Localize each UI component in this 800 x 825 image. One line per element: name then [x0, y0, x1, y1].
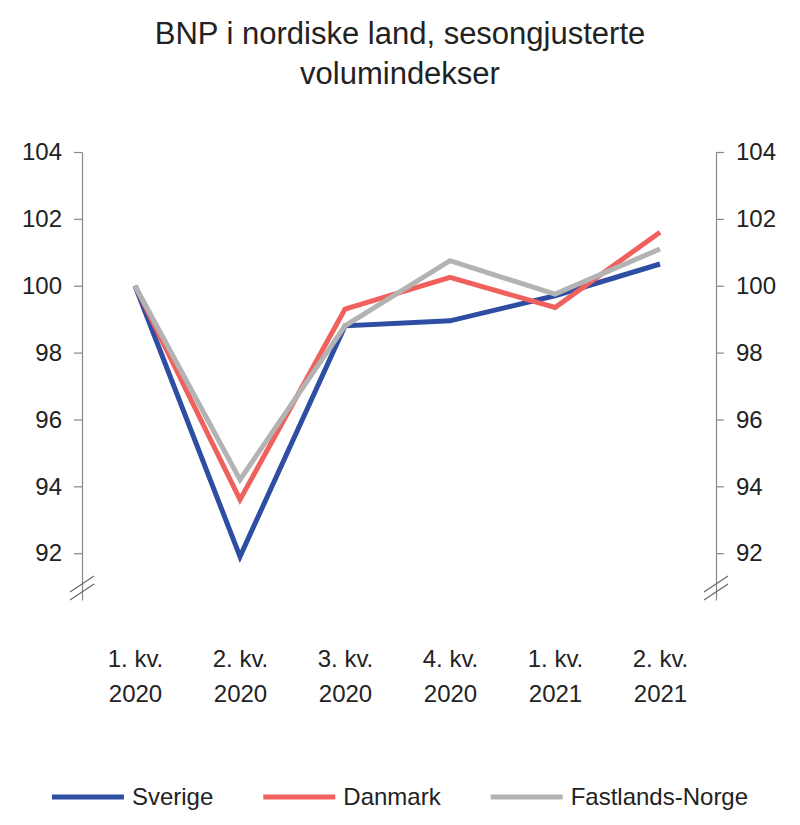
series-line: [135, 249, 660, 480]
legend-label: Danmark: [343, 783, 441, 810]
tick-label: 94: [736, 473, 763, 500]
left-y-axis: 92 94 96 98 100 102 104: [22, 138, 83, 600]
tick-label: 96: [35, 406, 62, 433]
legend-label: Fastlands-Norge: [571, 783, 748, 810]
tick: 4. kv.2020: [423, 645, 479, 707]
right-y-axis: 92 94 96 98 100 102 104: [716, 138, 776, 600]
series-line: [135, 264, 660, 557]
tick-label: 104: [22, 138, 62, 165]
tick-label: 104: [736, 138, 776, 165]
tick-mark: [716, 152, 724, 153]
tick: 100: [22, 272, 82, 299]
lines: [135, 232, 660, 556]
axis-break: [704, 584, 728, 600]
tick: 102: [716, 205, 776, 232]
tick-mark: [74, 419, 82, 420]
tick-mark: [74, 486, 82, 487]
tick-label: 94: [35, 473, 62, 500]
title: BNP i nordiske land, sesongjustertevolum…: [155, 16, 646, 91]
axis-break: [70, 584, 94, 600]
tick: 2. kv.2021: [633, 645, 689, 707]
axis-break: [704, 576, 728, 592]
tick: 98: [716, 339, 763, 366]
tick: 94: [716, 473, 763, 500]
legend-label: Sverige: [132, 783, 213, 810]
tick-label: 102: [736, 205, 776, 232]
tick: 98: [35, 339, 82, 366]
tick-label: 100: [22, 272, 62, 299]
tick: 92: [716, 539, 763, 566]
tick: 3. kv.2020: [318, 645, 374, 707]
legend-swatch: [491, 795, 563, 800]
tick-mark: [74, 553, 82, 554]
tick-mark: [716, 352, 724, 353]
legend: Sverige Danmark Fastlands-Norge: [52, 783, 748, 810]
tick-mark: [716, 486, 724, 487]
tick-mark: [716, 219, 724, 220]
tick: 96: [716, 406, 763, 433]
tick-label: 2. kv.2021: [633, 645, 689, 707]
tick: 102: [22, 205, 82, 232]
tick: 100: [716, 272, 776, 299]
tick-mark: [716, 286, 724, 287]
legend-item: Fastlands-Norge: [491, 783, 748, 810]
tick: 96: [35, 406, 82, 433]
tick: 2. kv.2020: [213, 645, 269, 707]
series-line: [135, 232, 660, 499]
tick-mark: [716, 419, 724, 420]
tick-mark: [74, 219, 82, 220]
tick-mark: [74, 286, 82, 287]
tick: 94: [35, 473, 82, 500]
tick-label: 92: [35, 539, 62, 566]
tick-label: 4. kv.2020: [423, 645, 479, 707]
tick: 1. kv.2020: [108, 645, 164, 707]
tick-label: 1. kv.2021: [528, 645, 584, 707]
tick-label: 98: [736, 339, 763, 366]
tick-label: 100: [736, 272, 776, 299]
axis-line: [82, 153, 83, 601]
legend-item: Danmark: [263, 783, 441, 810]
tick-mark: [716, 553, 724, 554]
tick: 92: [35, 539, 82, 566]
tick: 1. kv.2021: [528, 645, 584, 707]
legend-swatch: [52, 795, 124, 800]
tick-label: 96: [736, 406, 763, 433]
legend-item: Sverige: [52, 783, 213, 810]
tick-label: 102: [22, 205, 62, 232]
tick: 104: [22, 138, 82, 165]
tick: 104: [716, 138, 776, 165]
tick-mark: [74, 352, 82, 353]
tick-label: 2. kv.2020: [213, 645, 269, 707]
x-axis: 1. kv.2020 2. kv.2020 3. kv.2020 4. kv.2020…: [108, 645, 689, 707]
tick-label: 98: [35, 339, 62, 366]
tick-label: 92: [736, 539, 763, 566]
chart: BNP i nordiske land, sesongjustertevolum…: [0, 0, 800, 825]
legend-swatch: [263, 795, 335, 800]
tick-mark: [74, 152, 82, 153]
tick-label: 3. kv.2020: [318, 645, 374, 707]
axis-break: [70, 576, 94, 592]
tick-label: 1. kv.2020: [108, 645, 164, 707]
